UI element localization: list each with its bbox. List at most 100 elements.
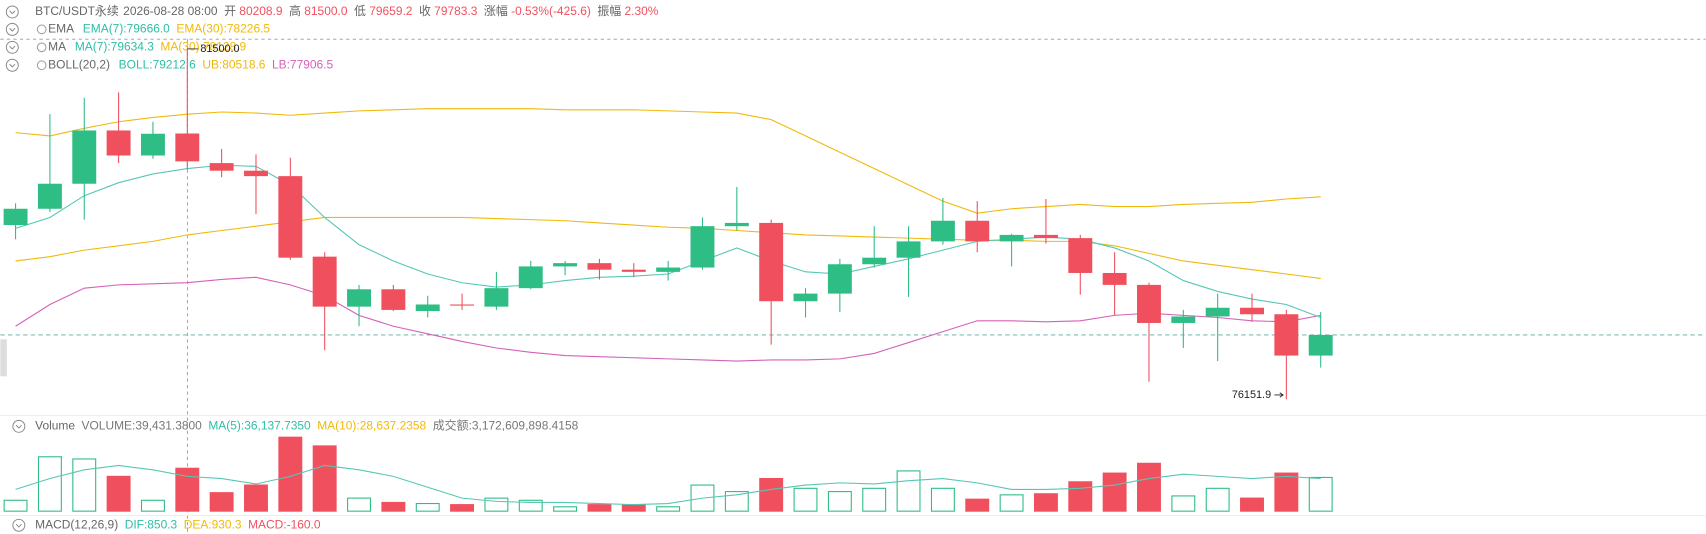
candle-body	[484, 288, 509, 307]
candle-body	[1102, 272, 1127, 285]
volume-bar	[965, 498, 990, 512]
candle-body	[621, 269, 646, 272]
volume-bar	[1068, 481, 1093, 512]
indicator-icon	[36, 24, 47, 35]
volume-bar	[862, 487, 887, 512]
candle-body	[1137, 284, 1161, 323]
candle-body	[793, 293, 818, 302]
volume-value: MA(5):36,137.7350	[208, 418, 311, 432]
volume-bar	[72, 458, 97, 512]
volume-bar	[244, 484, 268, 512]
indicator-value: BOLL:79212.6	[119, 57, 196, 71]
volume-bar	[415, 503, 440, 512]
candle-body	[1308, 334, 1333, 356]
indicator-value: MA(7):79634.3	[75, 39, 154, 53]
volume-bar	[381, 501, 406, 512]
indicator-value: LB:77906.5	[272, 57, 334, 71]
volume-bar	[450, 504, 475, 512]
chevron	[15, 523, 22, 528]
candle-body	[862, 257, 887, 265]
volume-value: MA(10):28,637.2358	[317, 418, 426, 432]
candle-body	[827, 264, 852, 294]
collapse-icon	[12, 518, 26, 532]
candle-body	[587, 263, 612, 270]
candle-body	[1240, 307, 1264, 315]
volume-bar	[1240, 497, 1264, 512]
field-label: 涨幅	[484, 3, 508, 18]
volume-bar	[930, 487, 955, 512]
chevron	[15, 424, 22, 429]
candle-body	[209, 163, 234, 171]
volume-value: VOLUME:39,431.3800	[82, 418, 203, 432]
volume-bar	[621, 504, 646, 512]
volume-value: 成交额:3,172,609,898.4158	[433, 417, 579, 432]
volume-name: Volume	[35, 418, 75, 432]
field-label: 收	[419, 4, 431, 18]
field-value: 2.30%	[625, 4, 659, 18]
volume-bar	[827, 491, 852, 512]
boll-lower	[15, 276, 1321, 362]
candle-body	[690, 226, 715, 268]
indicator-name: BOLL(20,2)	[48, 57, 110, 71]
volume-bar	[1205, 487, 1230, 512]
volume-bar	[656, 506, 681, 512]
time: 2026-08-28 08:00	[123, 4, 218, 18]
candle-body	[72, 130, 97, 184]
indicator-value: UB:80518.6	[202, 57, 265, 71]
volume-bar	[999, 494, 1024, 512]
candle-body	[1068, 238, 1093, 273]
field-label: 振幅	[597, 3, 621, 18]
indicator-name: MA	[48, 39, 66, 53]
field-value: -0.53%(-425.6)	[511, 4, 591, 18]
volume-bar	[3, 499, 28, 512]
indicator-name: EMA	[48, 22, 74, 36]
candle-body	[656, 267, 681, 272]
volume-bar	[1274, 472, 1299, 512]
chevron	[9, 27, 16, 32]
volume-bar	[553, 506, 578, 512]
low-label: 76151.9	[1232, 389, 1271, 401]
collapse-icon	[5, 22, 19, 36]
field-value: 81500.0	[304, 4, 348, 18]
collapse-icon	[5, 40, 19, 54]
macd-name: MACD(12,26,9)	[35, 517, 118, 531]
macd-value: DEA:930.3	[184, 517, 242, 531]
candle-body	[965, 220, 990, 242]
field-value: 79783.3	[434, 4, 478, 18]
low-pointer	[1274, 392, 1284, 398]
candle-body	[175, 133, 200, 162]
candle-body	[106, 130, 131, 156]
volume-bar	[1137, 462, 1161, 512]
candle-body	[450, 304, 475, 306]
field-label: 高	[289, 3, 301, 18]
candle-body	[724, 222, 749, 227]
candle-body	[415, 304, 440, 312]
indicator-icon	[36, 42, 47, 53]
volume-bar	[896, 470, 921, 512]
candle-body	[3, 208, 28, 226]
indicator-value: MA(30):78128.9	[160, 39, 246, 53]
volume-bar	[347, 497, 371, 512]
volume-bar	[175, 467, 200, 512]
side-handle[interactable]	[0, 339, 7, 377]
candle-body	[312, 256, 337, 307]
volume-bar	[1308, 476, 1333, 512]
candle-body	[1171, 316, 1196, 323]
candle-body	[1033, 234, 1058, 239]
volume-bar	[1102, 472, 1127, 512]
indicator-value: EMA(30):78226.5	[176, 22, 270, 36]
volume-bar	[312, 445, 337, 512]
candle-body	[244, 170, 268, 177]
candle-body	[1274, 314, 1299, 356]
volume-bar	[793, 487, 818, 512]
volume-bar	[209, 492, 234, 512]
candle-body	[37, 183, 62, 209]
candle-body	[140, 133, 165, 156]
macd-value: MACD:-160.0	[248, 517, 321, 531]
chart-layer: BTC/USDT永续 2026-08-28 08:00 开 80208.9 高 81500…	[0, 3, 1706, 532]
chevron	[9, 45, 16, 50]
boll-middle	[15, 216, 1321, 279]
candle-body	[347, 289, 371, 307]
